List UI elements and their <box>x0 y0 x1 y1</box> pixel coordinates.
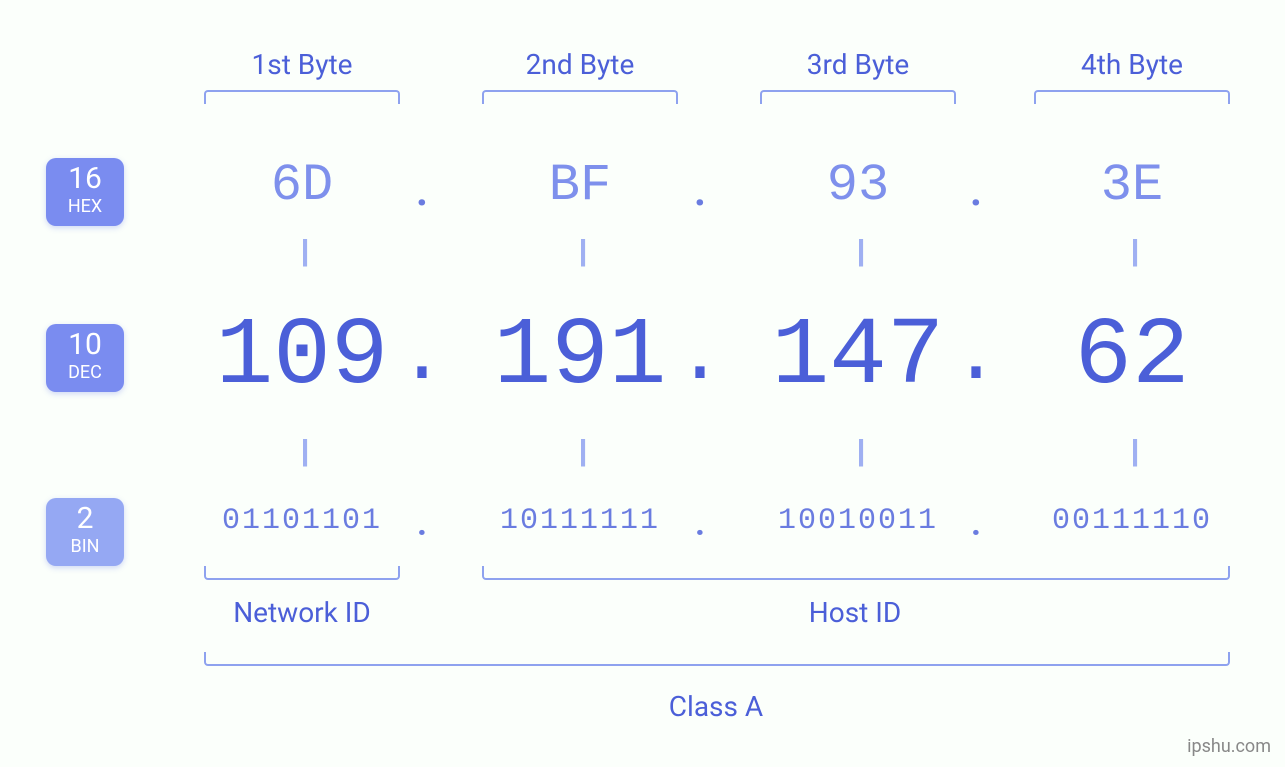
badge-bin-abbr: BIN <box>46 536 124 558</box>
badge-dec-abbr: DEC <box>46 362 124 384</box>
badge-bin: 2 BIN <box>46 498 124 566</box>
byte-brace-2 <box>482 90 678 104</box>
brace-host <box>482 566 1230 580</box>
bin-dot-1: . <box>392 498 452 545</box>
dec-byte-3: 147 <box>748 302 968 411</box>
dec-dot-3: . <box>946 312 1006 403</box>
byte-header-1: 1st Byte <box>192 48 412 81</box>
brace-class <box>204 652 1230 666</box>
eq-hex-dec-4: || <box>1022 232 1242 270</box>
bin-byte-2: 10111111 <box>470 504 690 538</box>
hex-dot-3: . <box>946 160 1006 217</box>
dec-byte-4: 62 <box>1022 302 1242 411</box>
badge-hex: 16 HEX <box>46 158 124 226</box>
label-host-id: Host ID <box>470 596 1240 629</box>
dec-byte-1: 109 <box>192 302 412 411</box>
label-class: Class A <box>192 690 1240 723</box>
eq-dec-bin-2: || <box>470 432 690 470</box>
bin-byte-3: 10010011 <box>748 504 968 538</box>
hex-dot-1: . <box>392 160 452 217</box>
eq-dec-bin-4: || <box>1022 432 1242 470</box>
brace-network <box>204 566 400 580</box>
hex-dot-2: . <box>670 160 730 217</box>
byte-brace-4 <box>1034 90 1230 104</box>
badge-bin-num: 2 <box>46 504 124 534</box>
bin-dot-3: . <box>946 498 1006 545</box>
hex-byte-4: 3E <box>1022 156 1242 215</box>
badge-dec-num: 10 <box>46 330 124 360</box>
byte-header-2: 2nd Byte <box>470 48 690 81</box>
hex-byte-1: 6D <box>192 156 412 215</box>
eq-dec-bin-1: || <box>192 432 412 470</box>
badge-hex-num: 16 <box>46 164 124 194</box>
badge-hex-abbr: HEX <box>46 196 124 218</box>
label-network-id: Network ID <box>192 596 412 629</box>
eq-hex-dec-1: || <box>192 232 412 270</box>
dec-dot-2: . <box>670 312 730 403</box>
eq-hex-dec-2: || <box>470 232 690 270</box>
eq-dec-bin-3: || <box>748 432 968 470</box>
bin-byte-1: 01101101 <box>192 504 412 538</box>
eq-hex-dec-3: || <box>748 232 968 270</box>
dec-byte-2: 191 <box>470 302 690 411</box>
byte-brace-3 <box>760 90 956 104</box>
dec-dot-1: . <box>392 312 452 403</box>
byte-brace-1 <box>204 90 400 104</box>
attribution: ipshu.com <box>1187 736 1271 757</box>
hex-byte-3: 93 <box>748 156 968 215</box>
bin-dot-2: . <box>670 498 730 545</box>
bin-byte-4: 00111110 <box>1022 504 1242 538</box>
byte-header-4: 4th Byte <box>1022 48 1242 81</box>
badge-dec: 10 DEC <box>46 324 124 392</box>
byte-header-3: 3rd Byte <box>748 48 968 81</box>
hex-byte-2: BF <box>470 156 690 215</box>
